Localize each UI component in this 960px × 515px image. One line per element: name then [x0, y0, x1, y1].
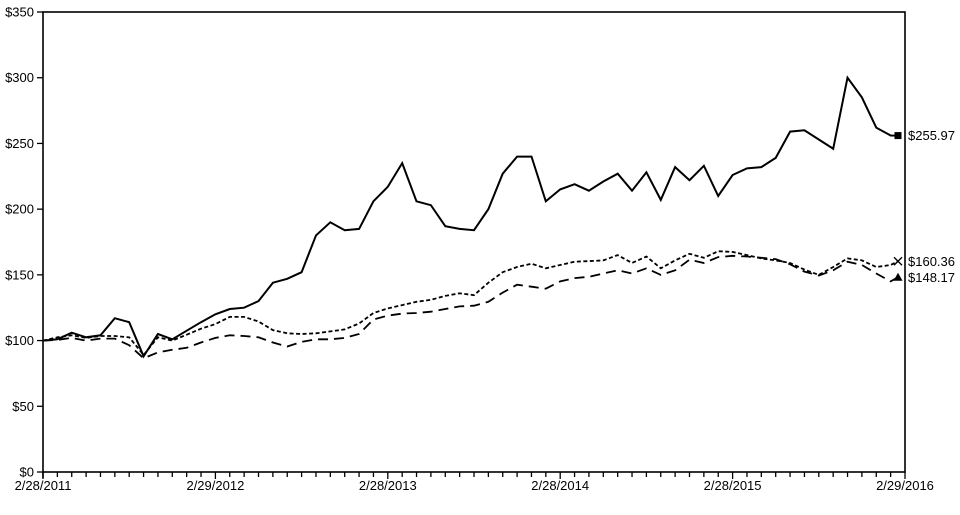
series-short-dash-line	[42, 250, 899, 357]
end-label-solid-series: $255.97	[908, 128, 955, 143]
end-marker-triangle-icon	[893, 272, 903, 281]
y-tick-label: $0	[20, 465, 34, 480]
end-marker-square-icon	[894, 132, 902, 140]
x-tick-label: 2/28/2013	[359, 478, 417, 493]
y-tick-label: $200	[5, 202, 34, 217]
x-tick-label: 2/29/2016	[876, 478, 934, 493]
end-marker-x-icon	[893, 256, 903, 266]
y-tick-label: $350	[5, 5, 34, 20]
y-tick-label: $250	[5, 136, 34, 151]
y-tick-label: $150	[5, 267, 34, 282]
end-label-short-dash-series: $160.36	[908, 254, 955, 269]
end-label-long-dash-series: $148.17	[908, 270, 955, 285]
x-tick-label: 2/28/2011	[15, 478, 72, 493]
series-long-dash-line	[42, 254, 899, 360]
y-tick-label: $100	[5, 333, 34, 348]
x-tick-label: 2/29/2012	[186, 478, 244, 493]
series-solid-line	[42, 75, 899, 359]
x-tick-label: 2/28/2014	[531, 478, 589, 493]
plot-border	[42, 11, 906, 473]
y-tick-label: $300	[5, 70, 34, 85]
x-tick-label: 2/28/2015	[704, 478, 762, 493]
y-tick-label: $50	[12, 399, 34, 414]
